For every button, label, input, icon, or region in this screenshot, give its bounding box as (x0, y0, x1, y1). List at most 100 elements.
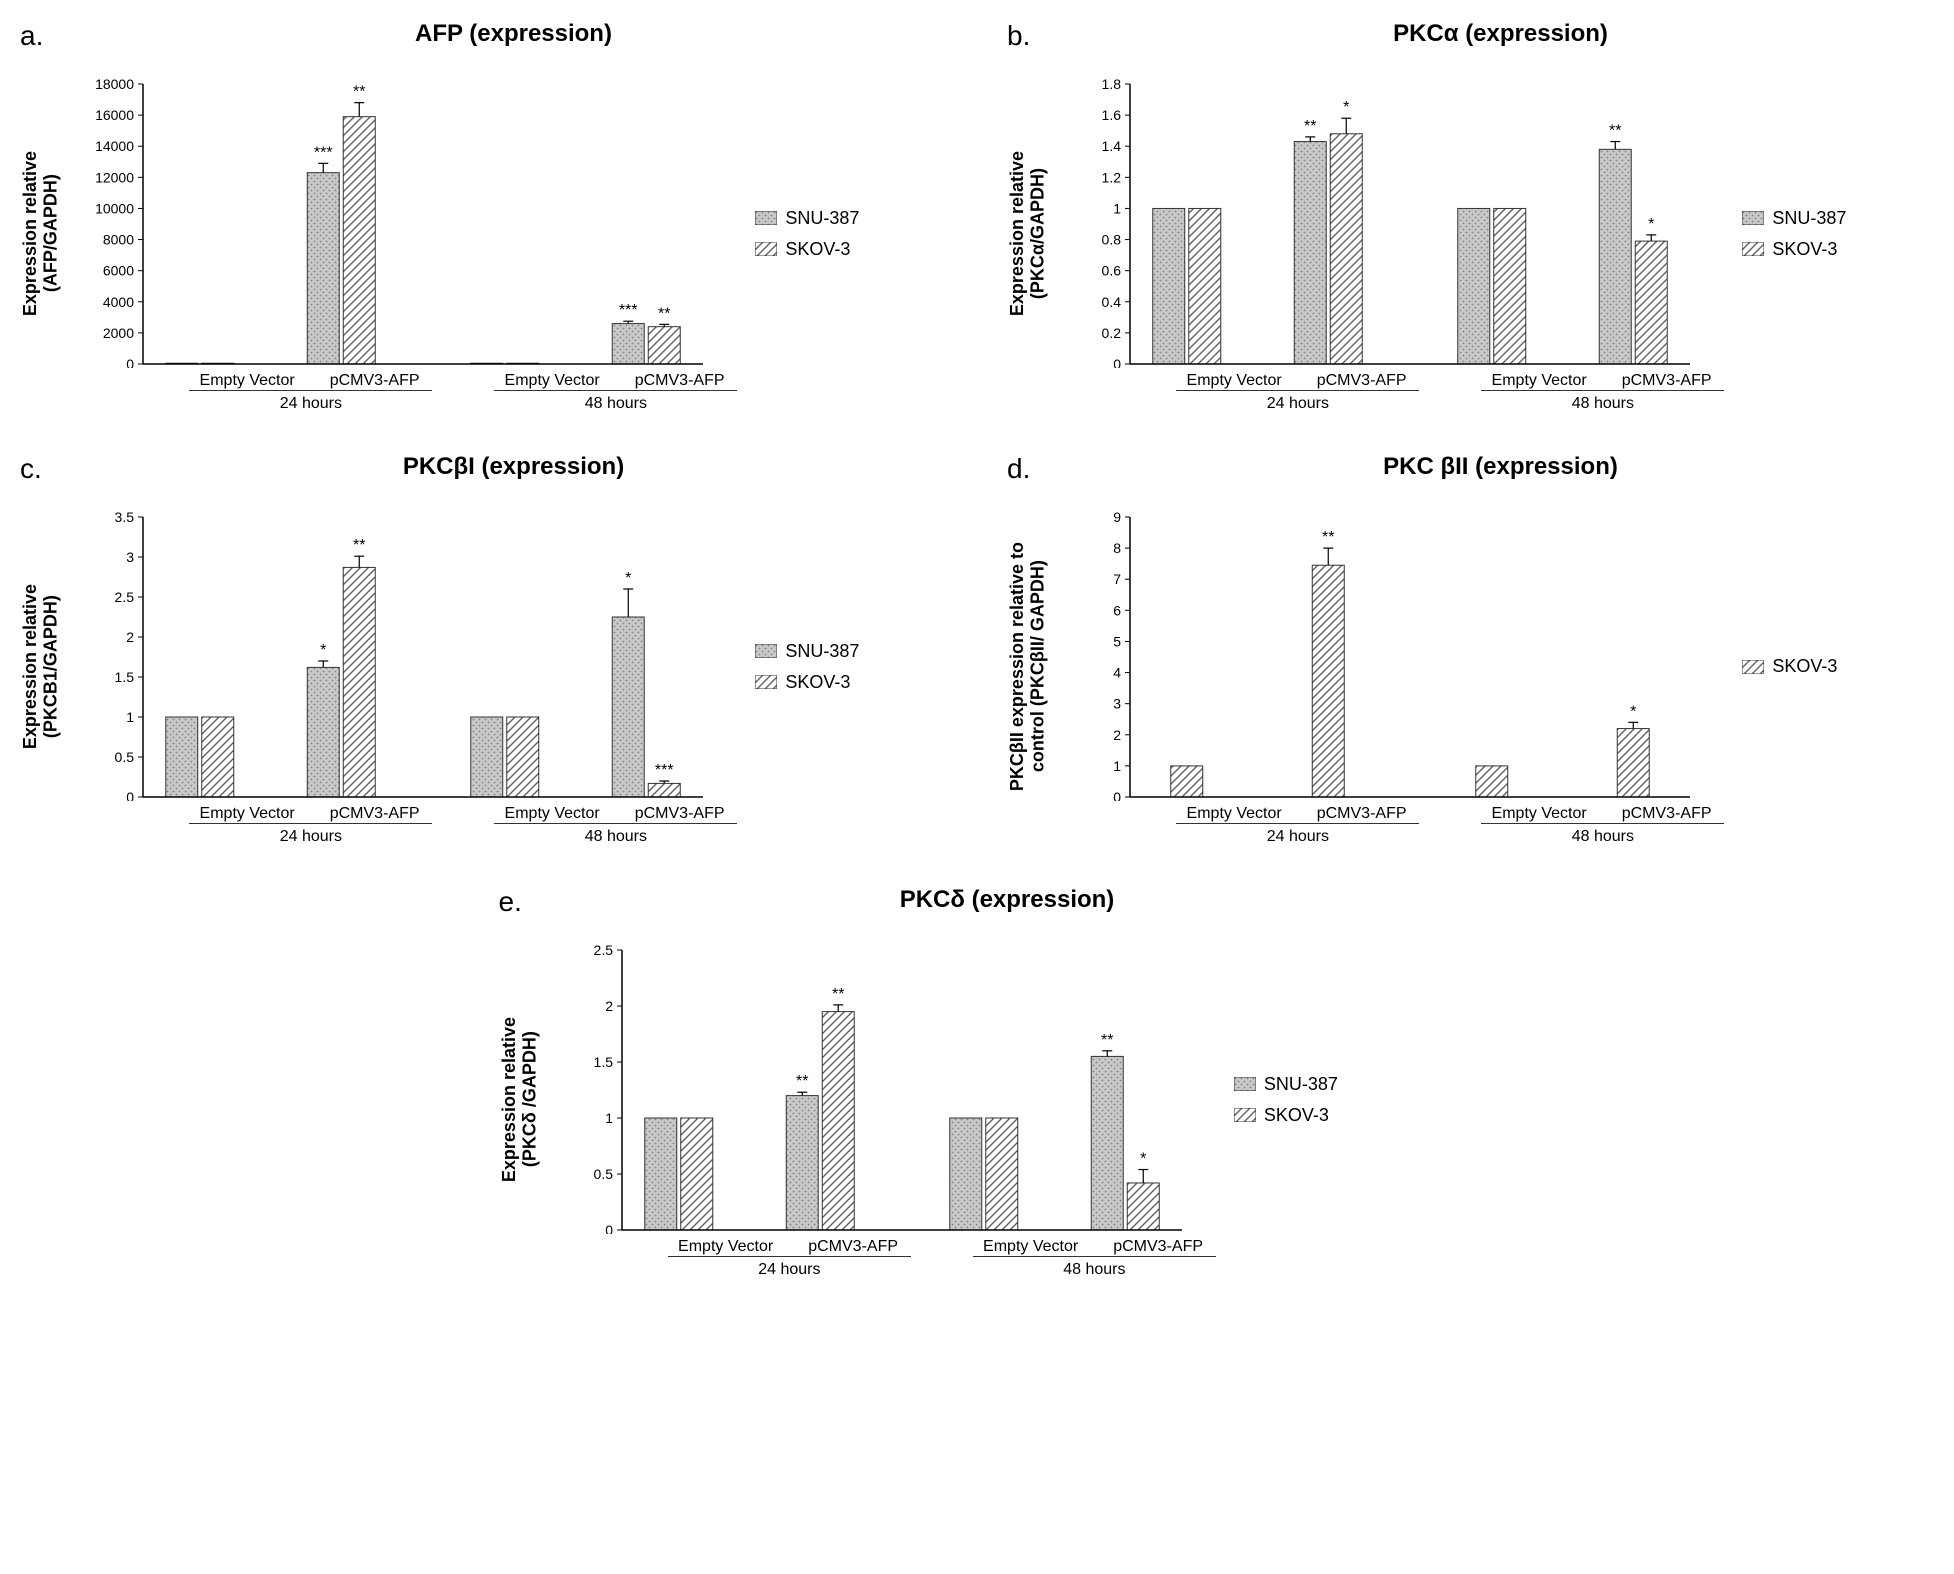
bar-e-0-1-0 (786, 1096, 818, 1230)
panel-label: c. (20, 453, 42, 485)
x-axis-labels: Empty VectorpCMV3-AFP24 hours Empty Vect… (113, 801, 743, 846)
chart-svg-a: 0200040006000800010000120001400016000180… (73, 54, 703, 368)
x-condition-label: pCMV3-AFP (616, 368, 744, 390)
svg-text:0.8: 0.8 (1102, 232, 1122, 248)
svg-text:5: 5 (1114, 633, 1122, 649)
svg-text:0.4: 0.4 (1102, 294, 1122, 310)
sig-label: *** (655, 762, 674, 779)
svg-text:0: 0 (127, 356, 135, 368)
legend-swatch-icon (755, 644, 777, 658)
bar-e-1-1-1 (1127, 1183, 1159, 1230)
bar-e-0-0-1 (681, 1118, 713, 1230)
bar-b-1-1-1 (1636, 241, 1668, 364)
x-time-label: 24 hours (189, 390, 432, 413)
x-conditions: Empty VectorpCMV3-AFP (1170, 368, 1425, 390)
legend: SNU-387 SKOV-3 (1234, 1074, 1338, 1126)
x-group: Empty VectorpCMV3-AFP24 hours (183, 801, 438, 846)
svg-text:1.6: 1.6 (1102, 107, 1122, 123)
chart-row: PKCβII expression relative to control (P… (1007, 487, 1934, 846)
panel-label: b. (1007, 20, 1030, 52)
x-time-label: 24 hours (1176, 823, 1419, 846)
chart-row: Expression relative (PKCB1/GAPDH) 00.511… (20, 487, 947, 846)
legend-item-skov3: SKOV-3 (755, 239, 859, 260)
legend-item-snu387: SNU-387 (1742, 208, 1846, 229)
sig-label: *** (314, 144, 333, 161)
bar-d-1-0-0 (1476, 766, 1508, 797)
svg-text:3.5: 3.5 (115, 509, 135, 525)
svg-text:8000: 8000 (103, 232, 134, 248)
x-condition-label: pCMV3-AFP (1603, 368, 1731, 390)
chart-title: PKC βII (expression) (1067, 453, 1934, 481)
legend-swatch-icon (755, 675, 777, 689)
plot-and-xaxis: 0200040006000800010000120001400016000180… (73, 54, 743, 413)
bar-c-0-0-1 (202, 717, 234, 797)
x-conditions: Empty VectorpCMV3-AFP (1170, 801, 1425, 823)
sig-label: *** (619, 302, 638, 319)
svg-text:1: 1 (127, 709, 135, 725)
x-condition-label: pCMV3-AFP (789, 1234, 917, 1256)
legend-label: SNU-387 (1264, 1074, 1338, 1095)
bar-c-1-1-0 (613, 617, 645, 797)
svg-text:7: 7 (1114, 571, 1122, 587)
legend-item-skov3: SKOV-3 (1742, 656, 1837, 677)
svg-text:2: 2 (1114, 727, 1122, 743)
sig-label: * (1140, 1151, 1146, 1168)
chart-svg-e: 00.511.522.5******* (552, 920, 1182, 1234)
legend-item-snu387: SNU-387 (1234, 1074, 1338, 1095)
x-condition-label: pCMV3-AFP (616, 801, 744, 823)
x-time-label: 24 hours (668, 1256, 911, 1279)
x-conditions: Empty VectorpCMV3-AFP (488, 368, 743, 390)
bar-b-0-1-0 (1295, 142, 1327, 364)
bar-b-1-0-0 (1458, 208, 1490, 364)
x-axis-labels: Empty VectorpCMV3-AFP24 hours Empty Vect… (592, 1234, 1222, 1279)
x-group: Empty VectorpCMV3-AFP24 hours (1170, 801, 1425, 846)
legend-item-snu387: SNU-387 (755, 641, 859, 662)
figure-grid: a. AFP (expression) Expression relative … (20, 20, 1934, 1279)
panel-e: e. PKCδ (expression) Expression relative… (499, 886, 1456, 1279)
sig-label: * (321, 642, 327, 659)
panel-label: e. (499, 886, 522, 918)
plot-and-xaxis: 00.511.522.5******* Empty VectorpCMV3-AF… (552, 920, 1222, 1279)
legend-label: SNU-387 (785, 641, 859, 662)
svg-text:0: 0 (1114, 789, 1122, 801)
svg-text:6000: 6000 (103, 263, 134, 279)
legend-label: SKOV-3 (1772, 239, 1837, 260)
bar-e-0-1-1 (822, 1012, 854, 1230)
svg-text:1.5: 1.5 (593, 1054, 613, 1070)
chart-row: Expression relative (PKCδ /GAPDH) 00.511… (499, 920, 1456, 1279)
svg-text:0: 0 (605, 1222, 613, 1234)
svg-text:1.2: 1.2 (1102, 169, 1122, 185)
sig-label: ** (832, 986, 844, 1003)
svg-text:3: 3 (127, 549, 135, 565)
x-time-label: 48 hours (973, 1256, 1216, 1279)
bar-c-0-1-0 (308, 667, 340, 797)
legend-swatch-icon (755, 211, 777, 225)
sig-label: ** (353, 84, 365, 101)
svg-text:1: 1 (605, 1110, 613, 1126)
y-axis-label: Expression relative (PKCα/GAPDH) (1007, 151, 1048, 316)
bar-e-0-0-0 (645, 1118, 677, 1230)
x-condition-label: pCMV3-AFP (1094, 1234, 1222, 1256)
x-group: Empty VectorpCMV3-AFP48 hours (967, 1234, 1222, 1279)
panel-a: a. AFP (expression) Expression relative … (20, 20, 947, 413)
x-condition-label: Empty Vector (488, 368, 616, 390)
sig-label: * (1344, 99, 1350, 116)
panel-c: c. PKCβI (expression) Expression relativ… (20, 453, 947, 846)
sig-label: ** (1304, 118, 1316, 135)
chart-title: PKCδ (expression) (559, 886, 1456, 914)
x-conditions: Empty VectorpCMV3-AFP (1475, 368, 1730, 390)
panel-b: b. PKCα (expression) Expression relative… (1007, 20, 1934, 413)
svg-text:1: 1 (1114, 200, 1122, 216)
x-condition-label: pCMV3-AFP (311, 368, 439, 390)
x-conditions: Empty VectorpCMV3-AFP (183, 801, 438, 823)
panel-label: d. (1007, 453, 1030, 485)
x-condition-label: Empty Vector (1170, 368, 1298, 390)
x-group: Empty VectorpCMV3-AFP24 hours (183, 368, 438, 413)
svg-text:2.5: 2.5 (115, 589, 135, 605)
panel-e-wrapper: e. PKCδ (expression) Expression relative… (20, 886, 1934, 1279)
svg-text:12000: 12000 (95, 169, 134, 185)
legend-label: SKOV-3 (785, 239, 850, 260)
legend-label: SKOV-3 (785, 672, 850, 693)
x-group: Empty VectorpCMV3-AFP24 hours (662, 1234, 917, 1279)
chart-title: PKCα (expression) (1067, 20, 1934, 48)
